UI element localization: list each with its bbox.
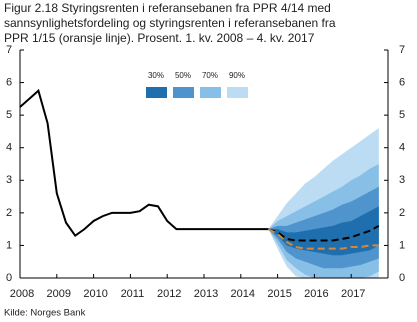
source: Kilde: Norges Bank	[4, 308, 86, 319]
y-tick-label: 4	[399, 142, 405, 154]
legend-label: 90%	[229, 71, 245, 80]
y-tick-label: 4	[6, 142, 12, 154]
x-tick-label: 2009	[47, 288, 71, 300]
legend-label: 50%	[175, 71, 191, 80]
legend-swatch	[200, 87, 221, 98]
x-tick-label: 2016	[304, 288, 328, 300]
x-tick-label: 2010	[83, 288, 107, 300]
y-tick-label: 7	[399, 44, 405, 56]
chart-title: sannsynlighetsfordeling og styringsrente…	[4, 16, 336, 30]
y-tick-label: 1	[6, 239, 12, 251]
y-tick-label: 1	[399, 239, 405, 251]
y-tick-label: 2	[6, 207, 12, 219]
x-tick-label: 2011	[121, 288, 145, 300]
chart-title: PPR 1/15 (oransje linje). Prosent. 1. kv…	[4, 31, 315, 45]
x-tick-label: 2015	[267, 288, 291, 300]
x-tick-label: 2008	[10, 288, 34, 300]
y-tick-label: 6	[399, 76, 405, 88]
legend-swatch	[227, 87, 248, 98]
legend-swatch	[173, 87, 194, 98]
legend-label: 70%	[202, 71, 218, 80]
x-tick-label: 2017	[341, 288, 365, 300]
line	[268, 225, 380, 242]
y-tick-label: 0	[6, 272, 12, 284]
y-tick-label: 3	[399, 174, 405, 186]
y-tick-label: 2	[399, 207, 405, 219]
y-tick-label: 0	[399, 272, 405, 284]
y-tick-label: 7	[6, 44, 12, 56]
y-tick-label: 5	[399, 109, 405, 121]
x-tick-label: 2014	[231, 288, 255, 300]
y-tick-label: 6	[6, 76, 12, 88]
x-tick-label: 2013	[194, 288, 218, 300]
line	[19, 88, 269, 238]
legend-swatch	[146, 87, 167, 98]
y-tick-label: 3	[6, 174, 12, 186]
chart-title: Figur 2.18 Styringsrenten i referanseban…	[4, 1, 331, 15]
legend-label: 30%	[148, 71, 164, 80]
x-tick-label: 2012	[157, 288, 181, 300]
line	[267, 228, 379, 250]
fan-band	[268, 206, 379, 256]
y-tick-label: 5	[6, 109, 12, 121]
